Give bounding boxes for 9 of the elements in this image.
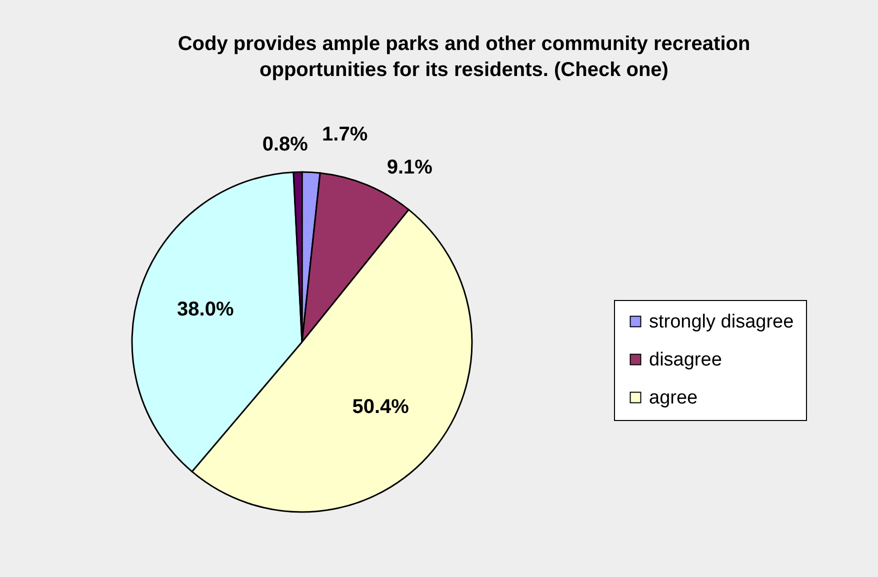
legend-label: disagree <box>649 350 722 370</box>
data-label: 1.7% <box>322 123 368 146</box>
data-label: 9.1% <box>386 156 433 179</box>
legend-label: strongly disagree <box>649 312 794 332</box>
data-label: 50.4% <box>352 396 410 418</box>
legend-label: agree <box>649 388 698 408</box>
data-label: 0.8% <box>262 134 308 156</box>
chart-title: Cody provides ample parks and other community recreation opportunities for its residents. (Check one) <box>178 33 750 81</box>
data-label: 38.0% <box>177 298 234 320</box>
